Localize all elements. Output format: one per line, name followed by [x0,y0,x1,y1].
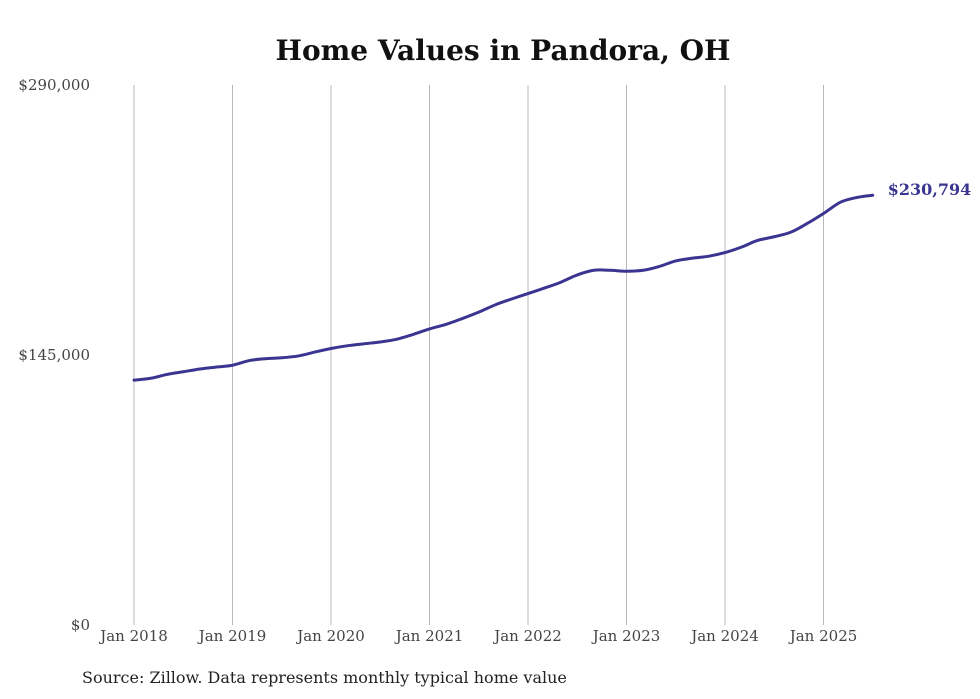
line-chart: Home Values in Pandora, OH $0 $145,000 $29… [18,34,972,645]
x-tick-label: Jan 2018 [98,627,168,645]
y-tick-label: $290,000 [18,76,90,94]
x-tick-label: Jan 2023 [591,627,661,645]
x-tick-label: Jan 2024 [689,627,759,645]
y-tick-label: $0 [71,616,90,634]
x-tick-label: Jan 2020 [295,627,365,645]
source-note: Source: Zillow. Data represents monthly … [82,668,567,687]
series-layer [132,193,875,382]
series-line [132,193,875,382]
grid-lines [133,85,824,625]
y-axis-ticks: $0 $145,000 $290,000 [18,76,90,634]
x-axis-ticks: Jan 2018 Jan 2019 Jan 2020 Jan 2021 Jan 2022… [98,627,857,645]
x-tick-label: Jan 2022 [492,627,562,645]
x-tick-label: Jan 2021 [394,627,464,645]
x-tick-label: Jan 2025 [788,627,858,645]
y-tick-label: $145,000 [18,346,90,364]
end-value-label: $230,794 [888,180,972,199]
x-tick-label: Jan 2019 [197,627,267,645]
chart-title: Home Values in Pandora, OH [276,34,731,67]
